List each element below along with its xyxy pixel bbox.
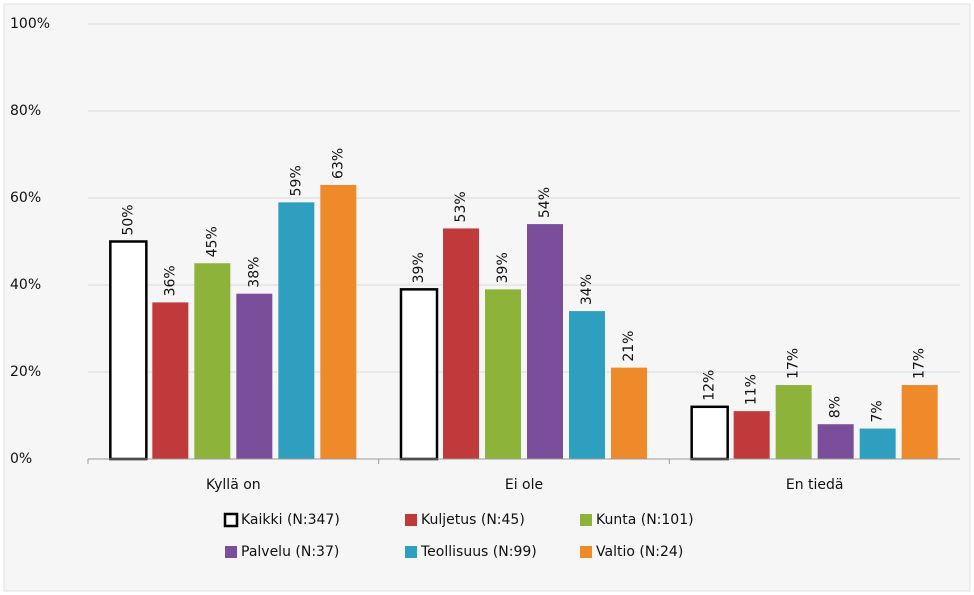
x-tick-label: Kyllä on [206, 477, 261, 493]
bar [152, 302, 189, 459]
bar [527, 224, 563, 459]
x-tick-label: Ei ole [505, 477, 543, 493]
bar [690, 405, 729, 461]
bar [775, 385, 812, 459]
bar [569, 311, 605, 459]
value-label: 39% [411, 252, 427, 283]
legend-swatch [223, 512, 239, 528]
bar [817, 424, 854, 459]
legend-swatch [580, 514, 592, 526]
bar [236, 293, 273, 459]
legend-label: Kunta (N:101) [596, 512, 694, 528]
y-tick-label: 100% [10, 16, 50, 32]
value-label: 54% [537, 187, 553, 218]
x-tick-label: En tiedä [786, 477, 844, 493]
bar [901, 385, 938, 459]
value-label: 53% [453, 191, 469, 222]
bar [109, 240, 148, 461]
y-tick-label: 0% [10, 451, 32, 467]
value-label: 59% [288, 165, 304, 196]
value-label: 21% [621, 331, 637, 362]
bar [443, 228, 479, 459]
value-label: 8% [828, 396, 844, 418]
bar [859, 428, 896, 459]
value-label: 34% [579, 274, 595, 305]
y-tick-label: 20% [10, 364, 41, 380]
legend-label: Valtio (N:24) [596, 544, 683, 560]
legend-swatch [225, 546, 237, 558]
value-label: 12% [702, 370, 718, 401]
value-label: 38% [246, 257, 262, 288]
legend-label: Kuljetus (N:45) [421, 512, 525, 528]
legend-label: Kaikki (N:347) [241, 512, 340, 528]
y-tick-label: 40% [10, 277, 41, 293]
bar [485, 289, 521, 459]
value-label: 36% [162, 265, 178, 296]
value-label: 45% [204, 226, 220, 257]
legend-swatch [405, 546, 417, 558]
legend-label: Palvelu (N:37) [241, 544, 339, 560]
legend-swatch [580, 546, 592, 558]
bar [399, 288, 439, 461]
y-tick-label: 80% [10, 103, 41, 119]
value-label: 39% [495, 252, 511, 283]
value-label: 17% [786, 348, 802, 379]
bar [320, 184, 357, 459]
bar [194, 263, 231, 459]
value-label: 50% [120, 204, 136, 235]
legend-swatch [405, 514, 417, 526]
value-label: 11% [744, 374, 760, 405]
bar [278, 202, 315, 459]
value-label: 7% [870, 400, 886, 422]
legend-label: Teollisuus (N:99) [420, 544, 537, 560]
value-label: 17% [912, 348, 928, 379]
value-label: 63% [330, 148, 346, 179]
y-tick-label: 60% [10, 190, 41, 206]
bar [733, 411, 770, 459]
bar [611, 367, 647, 459]
